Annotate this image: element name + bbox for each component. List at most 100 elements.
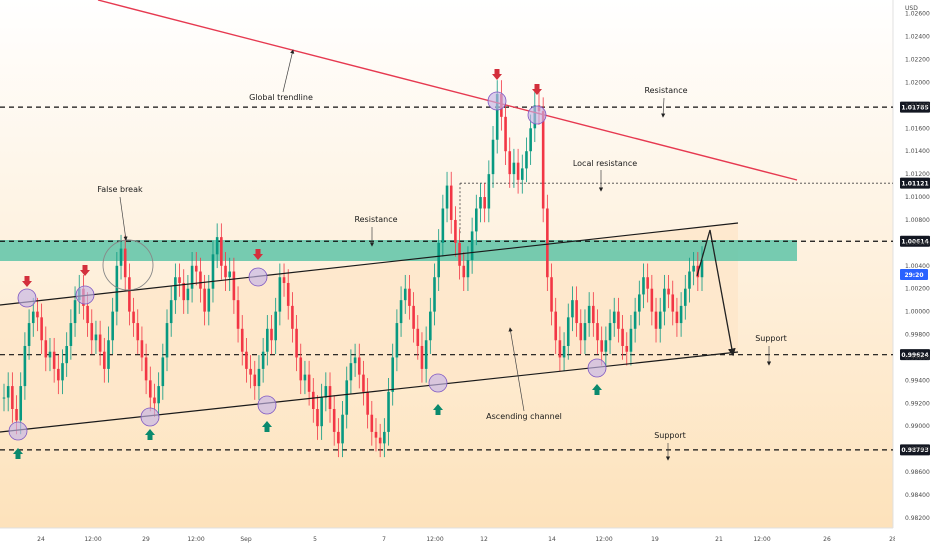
currency-label: USD [905, 5, 918, 12]
candle-body [15, 408, 18, 421]
annotation-pointer [661, 97, 666, 118]
touch-point-marker [8, 421, 28, 441]
level-badge [900, 101, 930, 113]
global-trendline[interactable] [97, 0, 798, 181]
candle-body [253, 374, 257, 387]
candle-body [61, 363, 64, 381]
candle-body [462, 265, 466, 278]
candle-body [316, 408, 319, 427]
x-axis-ticks: 24 12:00 29 12:00 Sep 5 7 12:00 12 14 12:00 19 21 12:… [37, 536, 897, 543]
annotation-label: Resistance [354, 215, 397, 224]
candle-body [207, 288, 211, 312]
candle-body [408, 288, 411, 306]
candle-body [575, 300, 578, 324]
y-tick-label: 1.01600 [905, 125, 930, 132]
candle-body [474, 208, 478, 232]
touch-point-marker [527, 105, 547, 125]
candle-body [571, 300, 574, 318]
level-badge-label: 1.01121 [901, 180, 928, 187]
candle-body [286, 282, 290, 306]
candle-body [278, 277, 282, 312]
y-tick-label: 1.00600 [905, 240, 930, 247]
x-tick-label: 21 [715, 536, 723, 543]
y-tick-label: 0.99400 [905, 377, 930, 384]
candle-body [483, 197, 486, 209]
candle-body [299, 357, 303, 381]
candle-body [495, 93, 499, 140]
candle-body [679, 305, 683, 324]
y-tick-label: 1.02400 [905, 34, 930, 41]
candle-body [362, 374, 365, 392]
candle-body [491, 139, 495, 175]
candle-body [621, 328, 624, 346]
candle-body [566, 317, 570, 346]
channel-upper-line[interactable] [0, 222, 739, 306]
x-tick-label: 12:00 [84, 536, 101, 543]
candle-body [391, 357, 395, 392]
candle-body [245, 351, 248, 369]
price-axis[interactable] [893, 0, 932, 528]
candle-body [57, 368, 60, 381]
candle-body [236, 300, 240, 329]
candle-body [554, 311, 558, 341]
y-tick-label: 0.99600 [905, 354, 930, 361]
x-tick-label: 5 [313, 536, 317, 543]
x-tick-label: 12 [480, 536, 488, 543]
projection-path[interactable] [696, 229, 736, 357]
candle-body [353, 357, 357, 364]
x-tick-label: 14 [548, 536, 556, 543]
candle-body [470, 231, 474, 261]
x-tick-label: 24 [37, 536, 45, 543]
candle-body [437, 242, 440, 278]
candle-body [596, 323, 599, 341]
candle-body [633, 311, 637, 329]
candle-body [11, 386, 14, 409]
candle-body [688, 271, 691, 289]
touch-point-marker [487, 91, 507, 111]
candle-body [529, 128, 532, 152]
settings-button[interactable] [895, 530, 930, 548]
candle-body [65, 345, 68, 364]
x-tick-label: Sep [240, 536, 252, 543]
candle-body [646, 277, 649, 289]
candle-body [429, 311, 432, 341]
y-tick-label: 0.99800 [905, 332, 930, 339]
candle-body [654, 311, 658, 329]
candle-body [617, 311, 620, 329]
candle-body [671, 294, 675, 312]
candle-body [211, 254, 215, 289]
candle-body [107, 340, 110, 369]
y-tick-label: 1.01800 [905, 102, 930, 109]
candle-body [642, 277, 645, 295]
candle-body [541, 111, 545, 209]
candle-body [224, 265, 227, 278]
time-axis[interactable] [0, 528, 932, 550]
candle-body [445, 185, 449, 209]
candle-body [169, 300, 173, 324]
candle-body [274, 311, 277, 341]
candle-body [257, 368, 261, 387]
candle-body [349, 363, 353, 381]
annotation-pointer [119, 196, 128, 241]
channel-area [0, 223, 738, 432]
candle-body [19, 386, 23, 421]
candle-body [412, 305, 415, 329]
candle-body [675, 311, 679, 324]
candle-body [240, 328, 244, 352]
candle-body [86, 305, 89, 324]
candle-body [625, 345, 629, 352]
candle-body [123, 248, 127, 278]
annotation-pointer [508, 327, 525, 412]
y-tick-label: 1.02600 [905, 11, 930, 18]
candle-body [132, 311, 135, 324]
touch-points [8, 91, 607, 441]
x-tick-label: 12:00 [753, 536, 770, 543]
candle-body [525, 151, 528, 169]
candle-body [604, 340, 608, 352]
x-tick-label: 7 [382, 536, 386, 543]
candle-body [520, 168, 524, 180]
channel-lower-line[interactable] [0, 351, 739, 433]
candle-body [608, 323, 612, 341]
current-price-badge [900, 269, 928, 280]
